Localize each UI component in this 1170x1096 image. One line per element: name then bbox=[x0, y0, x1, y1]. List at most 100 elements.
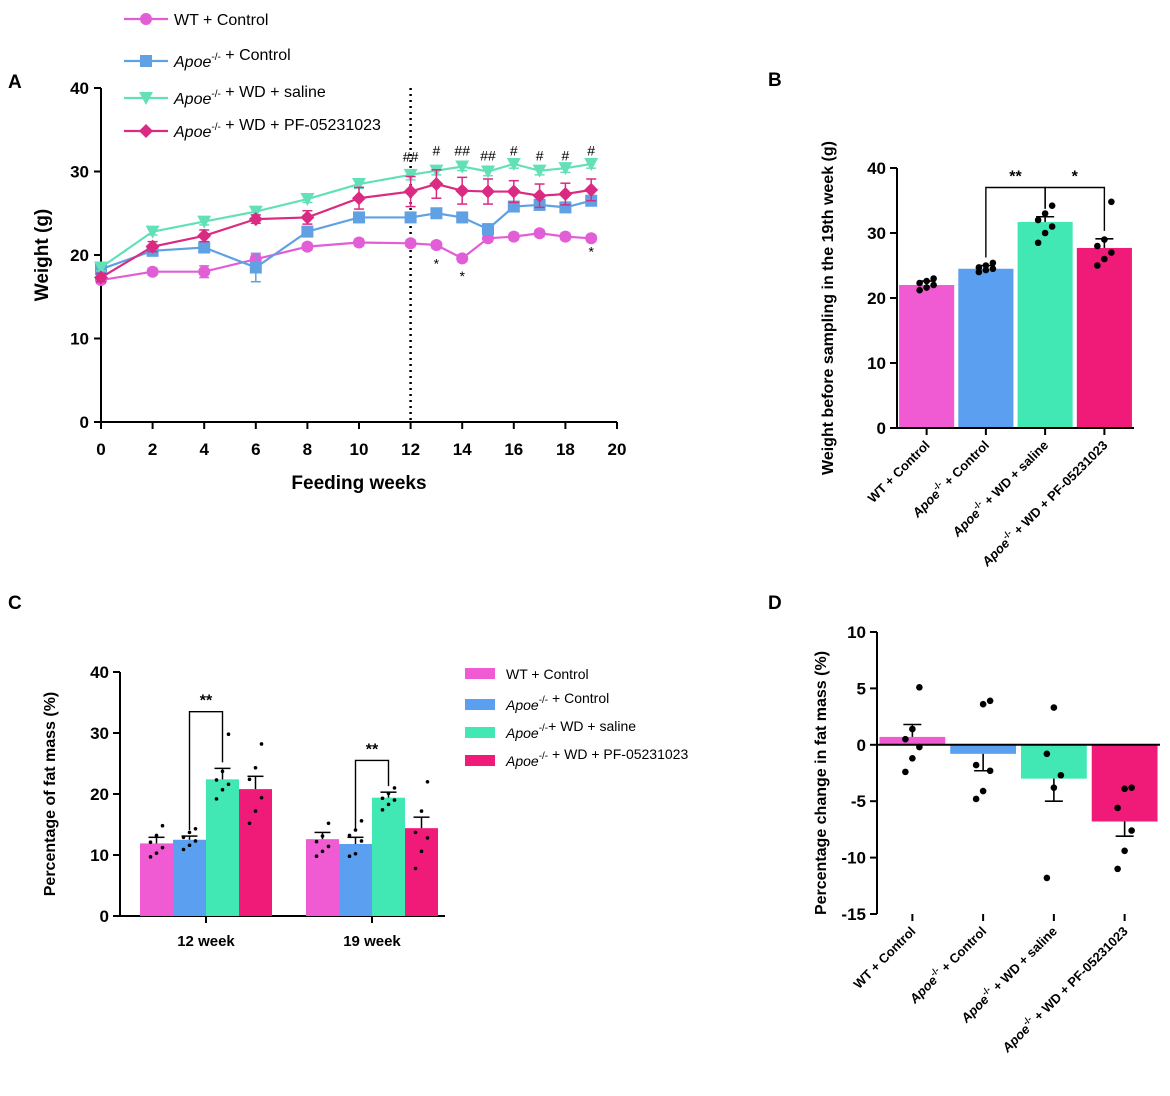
data-point-apoe_control bbox=[507, 200, 520, 213]
hash-annotation: # bbox=[587, 143, 595, 159]
data-point bbox=[187, 830, 192, 835]
legend-swatch-wt bbox=[465, 668, 495, 679]
data-point bbox=[972, 761, 980, 769]
data-point bbox=[380, 796, 385, 801]
significance-bracket bbox=[354, 759, 390, 832]
data-point bbox=[326, 844, 331, 849]
data-point bbox=[1057, 771, 1065, 779]
data-point bbox=[1043, 750, 1051, 758]
data-point bbox=[916, 683, 923, 691]
data-point bbox=[347, 833, 352, 838]
data-point-pf bbox=[145, 239, 160, 254]
legend-suffix: + Control bbox=[528, 666, 589, 682]
legend-suffix: + WD + PF-05231023 bbox=[221, 117, 381, 134]
hash-annotation: ## bbox=[403, 148, 419, 164]
legend-suffix: + WD + saline bbox=[221, 84, 326, 101]
y-tick-label: 10 bbox=[847, 623, 866, 642]
data-point bbox=[1050, 784, 1058, 791]
data-point-apoe_control bbox=[353, 211, 365, 224]
legend-apoe-superscript: -/- bbox=[211, 89, 220, 100]
data-point bbox=[930, 275, 937, 282]
data-point-pf bbox=[558, 187, 573, 202]
star-annotation: * bbox=[434, 255, 440, 271]
hash-annotation: # bbox=[562, 148, 570, 164]
data-point bbox=[986, 767, 994, 775]
bar-pf bbox=[1091, 744, 1158, 822]
y-tick-label: 40 bbox=[70, 79, 89, 98]
data-point bbox=[181, 835, 186, 840]
data-point bbox=[386, 802, 391, 807]
data-point bbox=[226, 782, 231, 787]
data-point bbox=[320, 834, 325, 838]
bar-wt bbox=[899, 285, 955, 428]
bar-saline bbox=[1017, 221, 1073, 428]
data-point bbox=[1108, 249, 1115, 256]
data-point bbox=[1034, 239, 1042, 247]
x-tick-label: 6 bbox=[251, 440, 260, 459]
legend-apoe-prefix: Apoe bbox=[505, 753, 539, 769]
significance-bracket bbox=[1044, 186, 1106, 231]
bar-wt bbox=[879, 736, 946, 745]
bar-saline bbox=[372, 797, 405, 916]
data-point bbox=[314, 854, 319, 859]
data-point-pf bbox=[506, 184, 521, 199]
data-point bbox=[982, 266, 990, 274]
x-tick-label: 2 bbox=[148, 440, 157, 459]
x-tick-label: 8 bbox=[303, 440, 312, 459]
y-tick-label: 0 bbox=[80, 413, 89, 432]
y-tick-label: -10 bbox=[841, 849, 866, 868]
significance-label: ** bbox=[1009, 169, 1022, 186]
bar-wt bbox=[140, 843, 173, 916]
series-line-saline bbox=[100, 162, 592, 269]
data-point bbox=[359, 819, 364, 823]
category-label: Apoe-/- + WD + saline bbox=[947, 436, 1051, 540]
data-point-apoe_control bbox=[404, 211, 417, 224]
data-point bbox=[909, 755, 916, 762]
data-point bbox=[1128, 784, 1135, 791]
x-tick-label: 14 bbox=[453, 440, 472, 459]
data-point bbox=[986, 697, 994, 705]
data-point bbox=[247, 777, 252, 782]
data-point bbox=[1048, 202, 1056, 209]
data-point-wt bbox=[146, 265, 159, 278]
data-point bbox=[979, 700, 987, 708]
legend-label-pf: Apoe-/- + WD + PF-05231023 bbox=[505, 746, 688, 769]
bar-pf bbox=[405, 828, 438, 916]
legend-label-wt: WT + Control bbox=[506, 666, 589, 682]
data-point bbox=[930, 281, 937, 289]
hash-annotation: ## bbox=[454, 143, 470, 159]
data-point-saline bbox=[197, 215, 212, 229]
data-point-saline bbox=[506, 157, 521, 171]
hash-annotation: ## bbox=[480, 148, 496, 164]
y-tick-label: 20 bbox=[90, 785, 109, 804]
data-point bbox=[214, 797, 219, 801]
data-point bbox=[359, 839, 364, 843]
data-point bbox=[989, 265, 997, 273]
data-point bbox=[413, 830, 418, 835]
y-tick-label: 0 bbox=[877, 419, 886, 438]
data-point bbox=[392, 786, 397, 790]
x-tick-label: 10 bbox=[350, 440, 369, 459]
group-label: 19 week bbox=[343, 933, 401, 950]
y-tick-label: 10 bbox=[70, 330, 89, 349]
data-point-saline bbox=[532, 164, 547, 178]
significance-bracket bbox=[188, 710, 224, 831]
data-point bbox=[259, 742, 264, 746]
legend-apoe-prefix: Apoe bbox=[505, 725, 539, 741]
data-point-apoe_control bbox=[249, 261, 262, 274]
data-point bbox=[160, 823, 165, 828]
data-point bbox=[1048, 223, 1056, 230]
data-point-pf bbox=[94, 270, 108, 285]
data-point-wt bbox=[482, 232, 494, 245]
data-point bbox=[916, 279, 923, 287]
data-point bbox=[320, 849, 325, 854]
category-label: WT + Control bbox=[850, 924, 918, 992]
x-tick-label: 0 bbox=[96, 440, 105, 459]
data-point bbox=[419, 849, 424, 854]
y-axis-title: Weight (g) bbox=[32, 209, 53, 302]
y-axis-title: Percentage change in fat mass (%) bbox=[813, 651, 830, 915]
data-point bbox=[1041, 210, 1049, 217]
legend-marker-pf bbox=[139, 124, 153, 138]
data-point bbox=[193, 826, 198, 831]
